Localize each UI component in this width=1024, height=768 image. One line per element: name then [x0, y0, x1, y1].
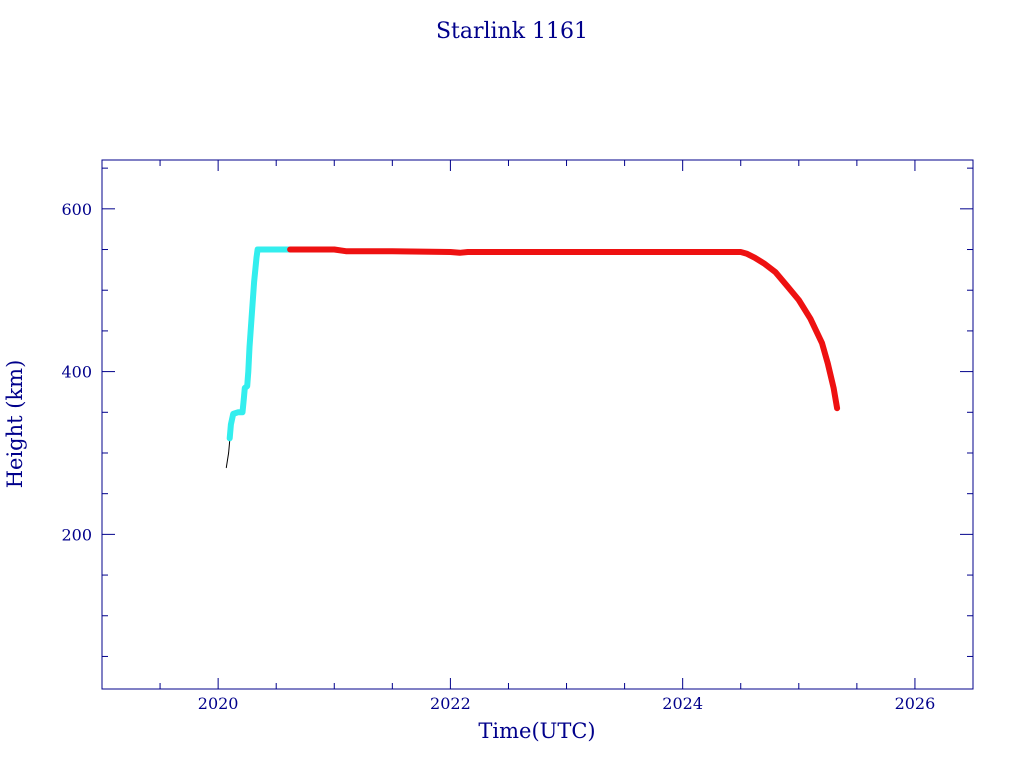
axis-ticks	[101, 160, 974, 689]
series-line-0	[225, 440, 231, 469]
chart-title: Starlink 1161	[436, 19, 588, 44]
x-tick-label: 2022	[430, 694, 471, 713]
x-axis-title: Time(UTC)	[478, 719, 595, 743]
x-tick-label: 2024	[662, 694, 703, 713]
y-tick-label: 400	[61, 363, 92, 382]
y-axis-title: Height (km)	[3, 360, 27, 489]
plot-frame	[101, 159, 974, 690]
y-tick-label: 600	[61, 200, 92, 219]
data-series	[225, 246, 841, 469]
x-tick-label: 2026	[895, 694, 936, 713]
series-line-1	[226, 246, 294, 442]
axis-tick-labels: 2020 2022 2024 2026 200 400 600	[61, 200, 935, 713]
series-line-2	[287, 246, 841, 412]
x-tick-label: 2020	[198, 694, 239, 713]
y-tick-label: 200	[61, 525, 92, 544]
